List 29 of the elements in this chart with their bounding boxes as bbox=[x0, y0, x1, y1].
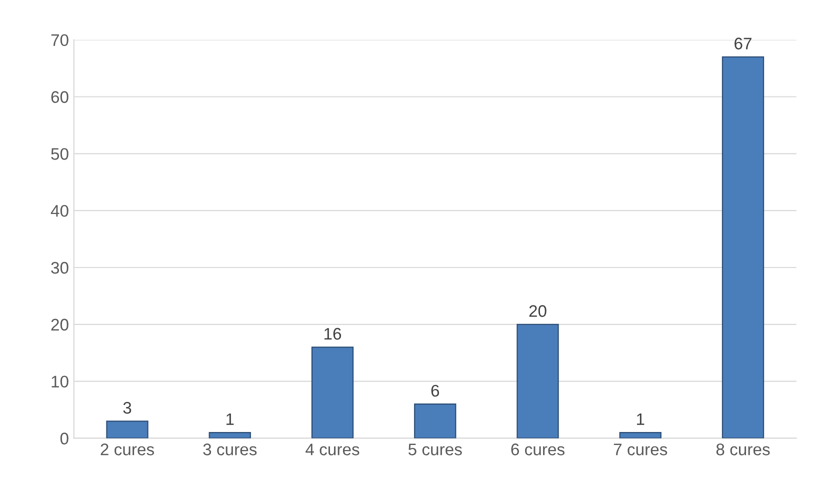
y-tick-label: 40 bbox=[50, 204, 68, 217]
bar bbox=[208, 432, 251, 438]
bar bbox=[106, 420, 148, 438]
y-tick-label: 50 bbox=[51, 148, 68, 160]
x-tick-label: 7 cures bbox=[614, 444, 668, 456]
x-tick-label: 8 cures bbox=[716, 444, 770, 456]
bar bbox=[311, 346, 354, 438]
x-tick-label: 3 cures bbox=[203, 444, 257, 456]
y-tick-label: 60 bbox=[51, 91, 68, 103]
bar bbox=[414, 404, 456, 438]
bar bbox=[516, 324, 559, 438]
data-label: 1 bbox=[637, 413, 644, 425]
y-tick-label: 30 bbox=[51, 262, 68, 274]
x-tick-label: 2 cures bbox=[100, 444, 154, 456]
bar bbox=[619, 432, 662, 438]
data-label: 1 bbox=[226, 413, 234, 425]
data-label: 6 bbox=[431, 384, 440, 397]
x-tick-label: 4 cures bbox=[306, 444, 360, 456]
data-label: 3 bbox=[123, 402, 132, 414]
bar bbox=[722, 56, 764, 438]
x-tick-label: 5 cures bbox=[408, 444, 462, 456]
y-tick-label: 10 bbox=[52, 376, 68, 388]
x-tick-label: 6 cures bbox=[511, 444, 564, 456]
data-label: 20 bbox=[529, 305, 546, 317]
y-tick-label: 70 bbox=[51, 34, 68, 46]
y-tick-label: 0 bbox=[60, 432, 68, 444]
y-tick-label: 20 bbox=[51, 318, 68, 331]
data-label: 16 bbox=[324, 328, 342, 340]
data-label: 67 bbox=[734, 38, 752, 50]
